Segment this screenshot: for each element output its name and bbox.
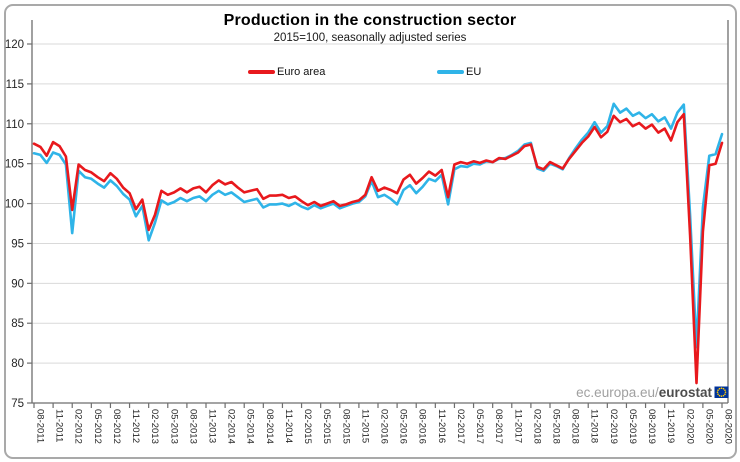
chart-line-eu bbox=[32, 102, 724, 349]
x-tick-label-08-2011: 08-2011 bbox=[35, 409, 46, 443]
y-tick-label-90: 90 bbox=[11, 278, 24, 290]
x-tick-label-08-2015: 08-2015 bbox=[340, 409, 351, 444]
x-tick-label-05-2018: 05-2018 bbox=[551, 409, 562, 444]
x-tick-label-08-2016: 08-2016 bbox=[417, 409, 428, 444]
x-tick-label-02-2019: 02-2019 bbox=[608, 409, 619, 444]
x-tick-label-11-2013: 11-2013 bbox=[207, 409, 218, 443]
legend-item-eu: EU bbox=[437, 66, 481, 78]
x-tick-label-02-2018: 02-2018 bbox=[531, 409, 542, 444]
x-tick-label-05-2016: 05-2016 bbox=[398, 409, 409, 444]
x-tick-label-05-2014: 05-2014 bbox=[245, 409, 256, 444]
chart-frame bbox=[4, 4, 737, 459]
x-tick-label-08-2020: 08-2020 bbox=[723, 409, 734, 444]
eu-flag-star bbox=[718, 394, 721, 397]
x-tick-label-08-2019: 08-2019 bbox=[646, 409, 657, 444]
x-tick-label-08-2013: 08-2013 bbox=[187, 409, 198, 444]
x-tick-label-05-2019: 05-2019 bbox=[627, 409, 638, 444]
eu-flag-star bbox=[724, 393, 726, 396]
x-tick-label-02-2015: 02-2015 bbox=[302, 409, 313, 444]
x-tick-label-11-2018: 11-2018 bbox=[589, 409, 600, 443]
eu-flag-star bbox=[718, 387, 721, 390]
x-tick-label-05-2017: 05-2017 bbox=[474, 409, 485, 444]
x-tick-label-02-2016: 02-2016 bbox=[379, 409, 390, 444]
x-tick-label-11-2012: 11-2012 bbox=[130, 409, 141, 443]
x-tick-label-02-2014: 02-2014 bbox=[226, 409, 237, 444]
chart-title: Production in the construction sector bbox=[223, 12, 517, 29]
eu-flag-star bbox=[724, 391, 727, 394]
legend-label-euro-area: Euro area bbox=[277, 66, 326, 78]
chart-line-euro-area bbox=[32, 112, 724, 385]
x-tick-label-11-2014: 11-2014 bbox=[283, 409, 294, 443]
x-tick-label-02-2013: 02-2013 bbox=[149, 409, 160, 444]
x-tick-label-11-2017: 11-2017 bbox=[512, 409, 523, 443]
y-tick-label-110: 110 bbox=[6, 119, 24, 131]
legend-label-eu: EU bbox=[466, 66, 482, 78]
x-tick-label-11-2016: 11-2016 bbox=[436, 409, 447, 443]
x-tick-label-08-2012: 08-2012 bbox=[111, 409, 122, 444]
eu-flag-star bbox=[717, 389, 719, 392]
y-tick-label-115: 115 bbox=[6, 79, 24, 91]
x-tick-label-05-2020: 05-2020 bbox=[703, 409, 714, 444]
y-tick-label-75: 75 bbox=[11, 398, 24, 410]
x-tick-label-02-2017: 02-2017 bbox=[455, 409, 466, 444]
x-tick-label-08-2014: 08-2014 bbox=[264, 409, 275, 444]
x-tick-label-11-2011: 11-2011 bbox=[54, 409, 65, 442]
x-tick-label-05-2013: 05-2013 bbox=[168, 409, 179, 444]
x-tick-label-11-2015: 11-2015 bbox=[359, 409, 370, 443]
eu-flag-star bbox=[722, 387, 725, 390]
y-tick-label-105: 105 bbox=[5, 159, 24, 171]
eu-flag-star bbox=[720, 387, 723, 390]
legend-swatch-eu bbox=[437, 70, 464, 74]
x-tick-label-05-2015: 05-2015 bbox=[321, 409, 332, 444]
x-tick-label-08-2017: 08-2017 bbox=[493, 409, 504, 444]
y-tick-label-95: 95 bbox=[11, 238, 24, 250]
legend-item-euro-area: Euro area bbox=[248, 66, 325, 78]
x-tick-label-02-2020: 02-2020 bbox=[684, 409, 695, 444]
eu-flag-star bbox=[720, 395, 723, 398]
legend-swatch-euro-area bbox=[248, 70, 275, 74]
chart-subtitle: 2015=100, seasonally adjusted series bbox=[273, 32, 467, 44]
x-tick-label-05-2012: 05-2012 bbox=[92, 409, 103, 444]
eu-flag-star bbox=[717, 393, 719, 396]
x-tick-label-02-2012: 02-2012 bbox=[73, 409, 84, 444]
eu-flag-star bbox=[716, 391, 719, 394]
y-tick-label-80: 80 bbox=[11, 358, 24, 370]
eurostat-watermark: ec.europa.eu/eurostat bbox=[576, 385, 712, 400]
eu-flag-star bbox=[724, 389, 726, 392]
eu-flag-star bbox=[722, 394, 725, 397]
x-tick-label-11-2019: 11-2019 bbox=[665, 409, 676, 443]
eu-flag-icon bbox=[714, 386, 729, 398]
y-tick-label-100: 100 bbox=[5, 199, 24, 211]
y-tick-label-120: 120 bbox=[5, 39, 24, 51]
x-tick-label-08-2018: 08-2018 bbox=[570, 409, 581, 444]
y-tick-label-85: 85 bbox=[11, 318, 24, 330]
